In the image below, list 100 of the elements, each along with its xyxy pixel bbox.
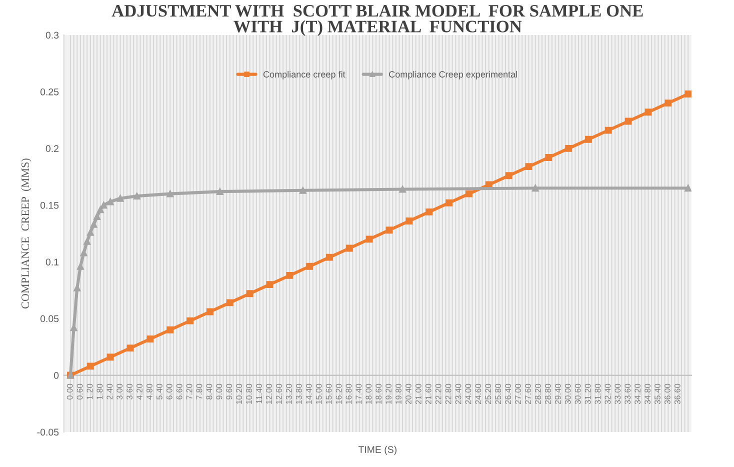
point xyxy=(116,194,124,202)
x-tick-label: 15.00 xyxy=(316,384,322,404)
x-tick-label: 22.20 xyxy=(435,384,442,404)
point xyxy=(80,249,88,256)
point xyxy=(585,136,592,143)
point xyxy=(684,184,692,192)
x-tick-label: 25.80 xyxy=(495,384,502,404)
x-tick-label: 3.00 xyxy=(116,384,123,400)
point xyxy=(525,163,532,170)
point xyxy=(644,108,652,116)
x-tick-label: 27.00 xyxy=(515,384,521,404)
x-tick-label: 21.00 xyxy=(415,384,422,404)
x-tick-label: 0.60 xyxy=(76,384,83,400)
point xyxy=(106,354,114,361)
point xyxy=(166,190,174,198)
x-tick-label: 25.20 xyxy=(485,384,492,404)
y-tick-label: 0 xyxy=(54,372,59,379)
point xyxy=(146,336,154,342)
x-tick-label: 32.40 xyxy=(604,384,611,404)
point xyxy=(306,262,314,270)
point xyxy=(226,299,234,306)
point xyxy=(299,186,306,194)
x-tick-label: 23.40 xyxy=(455,384,462,404)
x-axis-title: TIME (S) xyxy=(358,446,396,455)
point xyxy=(106,198,114,206)
x-tick-label: 5.40 xyxy=(156,384,162,400)
point xyxy=(96,206,104,214)
x-tick-label: 28.80 xyxy=(544,384,551,404)
x-tick-label: 4.80 xyxy=(146,384,152,400)
x-tick-label: 1.20 xyxy=(86,384,93,400)
point xyxy=(206,308,214,316)
point xyxy=(604,126,612,134)
y-tick-label: 0.25 xyxy=(40,88,59,96)
x-tick-label: 13.80 xyxy=(296,384,302,404)
x-tick-label: 4.20 xyxy=(136,384,142,400)
chart-title: ADJUSTMENT WITH SCOTT BLAIR MODEL FOR SAMPLE ONE WITH J(T) MATERIAL FUNCTION xyxy=(112,5,643,36)
x-tick-label: 9.60 xyxy=(226,384,232,400)
point xyxy=(166,326,174,334)
point xyxy=(624,118,632,125)
y-tick-label: -0.05 xyxy=(37,428,59,436)
point xyxy=(266,281,274,288)
point xyxy=(133,192,140,200)
x-tick-label: 36.60 xyxy=(674,384,680,404)
point xyxy=(86,362,94,370)
point xyxy=(246,290,254,298)
x-tick-label: 8.40 xyxy=(206,384,212,400)
x-tick-label: 19.80 xyxy=(396,384,402,404)
x-tick-label: 18.60 xyxy=(376,384,382,404)
x-tick-label: 30.00 xyxy=(564,384,571,404)
x-tick-label: 31.20 xyxy=(584,384,591,404)
x-tick-label: 9.00 xyxy=(216,384,222,400)
point xyxy=(100,202,108,209)
legend-label: Compliance creep fit xyxy=(263,70,346,80)
x-tick-label: 18.00 xyxy=(366,384,372,404)
point xyxy=(532,184,539,192)
point xyxy=(326,254,333,261)
x-tick-label: 24.60 xyxy=(475,384,482,404)
x-tick-label: 10.20 xyxy=(236,384,242,404)
x-tick-label: 28.20 xyxy=(535,384,541,404)
point xyxy=(406,218,413,224)
x-tick-label: 29.40 xyxy=(554,384,561,404)
x-tick-label: 10.80 xyxy=(246,384,252,404)
x-tick-label: 14.40 xyxy=(306,384,312,404)
point xyxy=(465,190,472,198)
x-tick-label: 6.60 xyxy=(176,384,182,400)
y-tick-label: 0.15 xyxy=(40,202,59,209)
x-tick-label: 22.80 xyxy=(445,384,452,404)
x-tick-label: 2.40 xyxy=(106,384,113,400)
point xyxy=(94,213,101,220)
x-tick-label: 3.60 xyxy=(126,384,133,400)
point xyxy=(126,344,134,352)
point xyxy=(684,90,692,98)
x-tick-label: 1.80 xyxy=(96,384,103,400)
x-tick-label: 35.40 xyxy=(654,384,660,404)
point xyxy=(399,186,406,193)
point xyxy=(286,272,294,279)
x-tick-label: 30.60 xyxy=(574,384,581,404)
y-tick-label: 0.3 xyxy=(46,32,59,39)
x-tick-label: 7.20 xyxy=(186,384,192,400)
x-tick-label: 34.20 xyxy=(634,384,641,404)
point xyxy=(90,220,98,228)
x-tick-label: 17.40 xyxy=(356,384,362,404)
x-tick-label: 16.80 xyxy=(346,384,352,404)
x-tick-label: 21.60 xyxy=(425,384,432,404)
x-tick-label: 11.40 xyxy=(256,384,262,404)
point xyxy=(84,238,91,245)
x-tick-label: 20.40 xyxy=(406,384,412,404)
x-tick-label: 33.00 xyxy=(614,384,621,404)
x-tick-label: 36.00 xyxy=(664,384,670,404)
x-tick-label: 6.00 xyxy=(166,384,172,400)
x-tick-label: 33.60 xyxy=(624,384,631,404)
x-tick-label: 7.80 xyxy=(196,384,202,400)
x-tick-label: 34.80 xyxy=(644,384,650,404)
point xyxy=(426,208,433,216)
point xyxy=(505,172,512,180)
x-tick-label: 31.80 xyxy=(594,384,601,404)
y-tick-label: 0.2 xyxy=(46,145,59,152)
point xyxy=(386,226,393,234)
y-tick-label: 0.1 xyxy=(46,258,59,266)
point xyxy=(664,100,672,107)
